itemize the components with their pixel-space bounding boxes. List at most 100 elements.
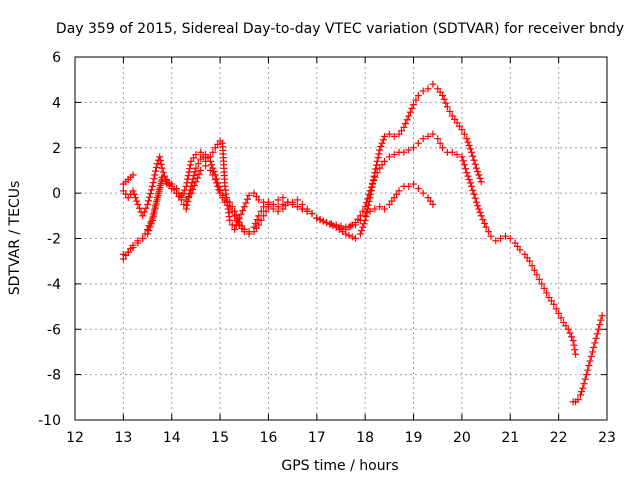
data-point xyxy=(150,208,158,216)
data-point xyxy=(406,108,414,116)
data-point xyxy=(153,196,161,204)
data-point xyxy=(569,337,577,345)
data-point xyxy=(463,135,471,143)
data-point xyxy=(192,178,200,186)
data-point xyxy=(147,220,155,228)
data-point xyxy=(139,235,147,242)
data-point xyxy=(472,164,480,172)
data-point xyxy=(173,189,181,197)
data-point xyxy=(332,221,340,229)
data-point xyxy=(146,223,154,231)
data-point xyxy=(482,223,490,231)
data-point xyxy=(405,182,413,190)
data-point xyxy=(360,220,368,228)
data-point xyxy=(226,216,234,224)
data-point xyxy=(348,233,356,241)
data-point xyxy=(475,205,483,213)
data-point xyxy=(253,216,261,224)
data-point xyxy=(145,197,153,205)
data-point xyxy=(130,190,138,198)
data-point xyxy=(378,139,386,147)
data-point xyxy=(140,208,148,216)
data-point xyxy=(239,207,247,215)
data-point xyxy=(168,185,176,193)
data-point xyxy=(588,348,596,356)
y-tick-label: -4 xyxy=(47,277,61,293)
data-point xyxy=(464,138,472,146)
x-tick-label: 14 xyxy=(163,430,181,446)
data-point xyxy=(279,200,287,208)
data-point xyxy=(564,325,572,333)
data-point xyxy=(557,314,565,322)
data-point xyxy=(501,232,509,240)
data-point xyxy=(591,339,599,347)
data-point xyxy=(208,161,216,169)
data-point xyxy=(516,246,524,254)
data-point xyxy=(572,350,580,358)
data-point xyxy=(590,343,598,351)
data-point xyxy=(155,188,163,196)
data-point xyxy=(197,166,205,174)
data-point xyxy=(148,216,156,224)
data-point xyxy=(131,194,139,202)
y-tick-label: 6 xyxy=(52,50,61,66)
data-point xyxy=(410,101,418,109)
data-point xyxy=(414,92,422,100)
data-point xyxy=(466,145,474,153)
data-point xyxy=(284,198,292,206)
data-point xyxy=(316,216,324,224)
data-point xyxy=(379,136,387,144)
data-point xyxy=(364,195,372,203)
data-point xyxy=(159,168,167,176)
data-point xyxy=(578,388,586,396)
data-point xyxy=(129,171,137,179)
data-point xyxy=(152,167,160,175)
data-point xyxy=(197,155,205,163)
data-point xyxy=(400,123,408,131)
data-point xyxy=(226,203,234,211)
data-point xyxy=(363,209,371,217)
data-point xyxy=(182,205,190,213)
data-point xyxy=(255,196,263,204)
data-point xyxy=(480,219,488,227)
data-point xyxy=(429,200,437,208)
data-point xyxy=(157,180,165,188)
data-point xyxy=(595,325,603,333)
data-point xyxy=(375,150,383,158)
data-point xyxy=(596,321,604,329)
data-point xyxy=(359,223,367,231)
data-point xyxy=(586,357,594,365)
data-point xyxy=(142,204,150,212)
y-tick-label: -8 xyxy=(47,368,61,384)
data-point xyxy=(356,230,364,238)
data-point xyxy=(566,329,574,337)
data-point xyxy=(337,222,345,230)
data-point xyxy=(269,200,277,208)
data-point xyxy=(412,96,420,104)
data-point xyxy=(419,189,427,197)
data-point xyxy=(405,112,413,120)
data-point xyxy=(345,231,353,239)
data-point xyxy=(552,305,560,313)
data-point xyxy=(347,222,355,230)
data-point xyxy=(352,221,360,229)
data-point xyxy=(134,237,142,245)
data-point xyxy=(243,195,251,203)
data-point xyxy=(465,176,473,184)
data-point xyxy=(540,284,548,292)
data-point xyxy=(264,203,272,211)
data-point xyxy=(293,196,301,204)
data-point xyxy=(274,196,282,204)
data-point xyxy=(228,221,236,229)
data-point xyxy=(156,157,164,165)
data-point xyxy=(147,186,155,194)
data-point xyxy=(187,182,195,190)
data-point xyxy=(401,120,409,128)
data-point xyxy=(439,92,447,100)
data-point xyxy=(214,182,222,190)
data-point xyxy=(408,104,416,112)
data-point xyxy=(186,161,194,169)
data-point xyxy=(462,165,470,173)
data-point xyxy=(129,187,137,195)
